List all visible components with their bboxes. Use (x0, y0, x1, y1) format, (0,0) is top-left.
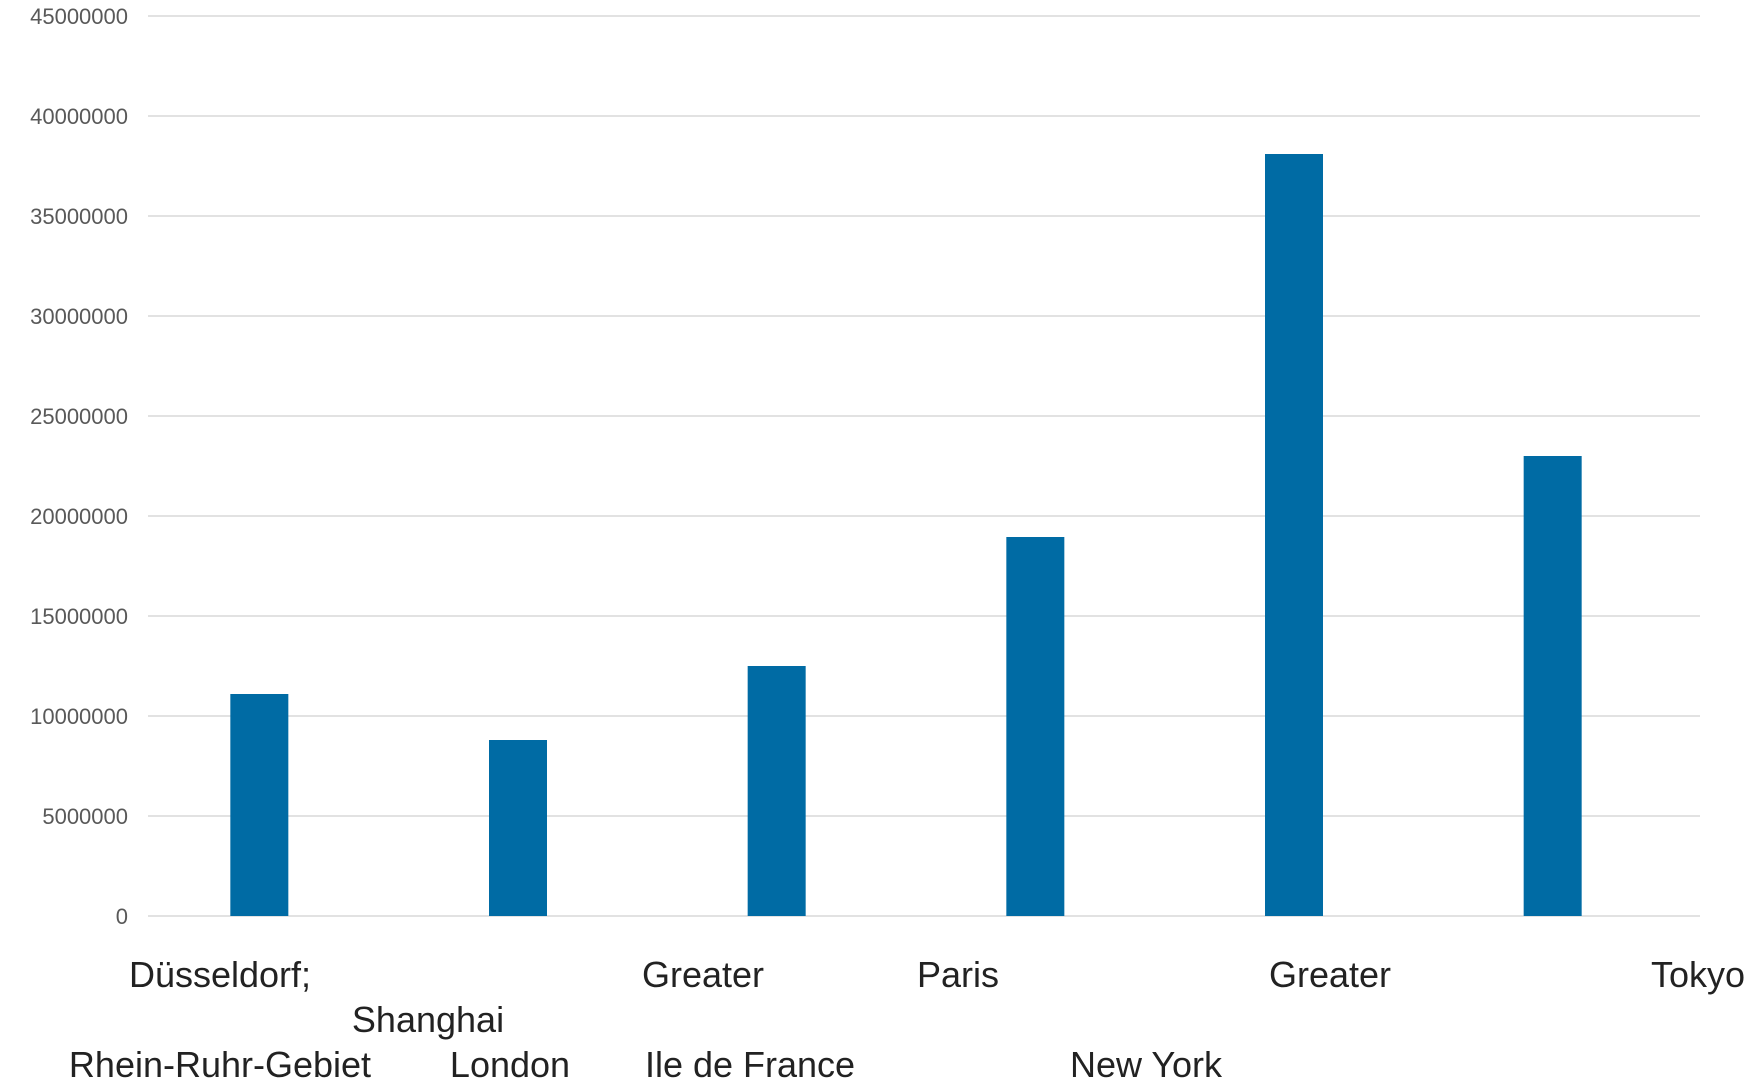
y-tick-label: 5000000 (42, 804, 128, 829)
bars (230, 154, 1582, 916)
y-tick-label: 45000000 (30, 4, 128, 29)
bar (747, 666, 806, 916)
y-tick-label: 0 (116, 904, 128, 929)
bar (1523, 456, 1582, 916)
y-axis-tick-labels: 0 5000000 10000000 15000000 20000000 25000000… (30, 4, 128, 929)
bar (489, 740, 547, 916)
x-category-label: Paris (917, 954, 999, 995)
x-category-label: Greater (1269, 954, 1391, 995)
x-category-label: New York (1070, 1044, 1223, 1084)
y-tick-label: 20000000 (30, 504, 128, 529)
bar (1006, 537, 1065, 916)
y-tick-label: 15000000 (30, 604, 128, 629)
x-category-label: Düsseldorf; (129, 954, 311, 995)
x-category-label: London (450, 1044, 570, 1084)
x-category-label: Ile de France (645, 1044, 855, 1084)
x-category-label: Rhein-Ruhr-Gebiet (69, 1044, 371, 1084)
bar (230, 694, 289, 916)
y-tick-label: 25000000 (30, 404, 128, 429)
bar (1265, 154, 1323, 916)
y-tick-label: 40000000 (30, 104, 128, 129)
y-tick-label: 10000000 (30, 704, 128, 729)
x-category-label: Shanghai (352, 999, 504, 1040)
x-category-label: Greater (642, 954, 764, 995)
gridlines (148, 15, 1700, 917)
x-category-label: Tokyo (1651, 954, 1745, 995)
y-tick-label: 35000000 (30, 204, 128, 229)
x-axis-category-labels: Düsseldorf; Rhein-Ruhr-GebietShanghaiLond… (69, 954, 1745, 1084)
y-tick-label: 30000000 (30, 304, 128, 329)
